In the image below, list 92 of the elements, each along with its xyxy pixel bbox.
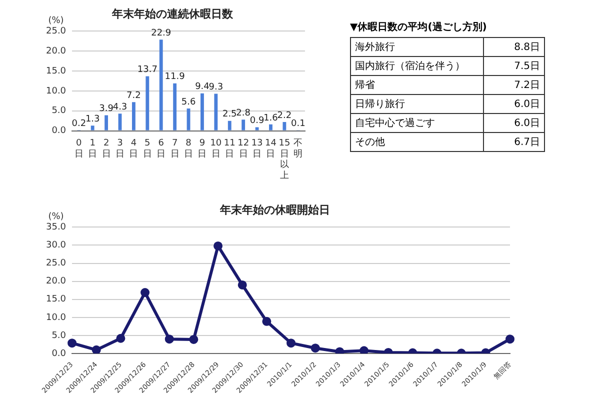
text: 7.5日: [484, 56, 544, 76]
text: ▼休暇日数の平均(過ごし方別): [350, 20, 488, 34]
x-tick-label: 5日: [142, 138, 152, 160]
text: 6.7日: [484, 132, 544, 152]
data-label: 1.6: [264, 113, 278, 124]
y-tick-label: 25.0: [46, 26, 66, 37]
text: 自宅中心で過ごす: [350, 114, 484, 132]
y-tick-label: 20.0: [46, 46, 66, 56]
point: [360, 346, 369, 354]
x-tick-label: 7日: [170, 138, 180, 160]
text: 国内旅行（宿泊を伴う）: [350, 56, 484, 76]
x-tick-label: 14日: [265, 138, 277, 160]
text: 6.0日: [484, 114, 544, 132]
x-tick-label: 0日: [74, 138, 84, 160]
bar: [132, 102, 136, 130]
data-label: 11.9: [164, 72, 186, 82]
point: [506, 334, 514, 344]
y-tick-label: 10.0: [46, 86, 66, 96]
point: [164, 334, 174, 344]
point: [335, 347, 344, 354]
point: [238, 280, 247, 290]
bar: [214, 94, 218, 130]
bar: [104, 115, 108, 130]
text: その他: [350, 132, 484, 152]
bar: [282, 122, 286, 130]
point: [262, 316, 272, 326]
text: 日帰り旅行: [350, 94, 484, 114]
point: [286, 338, 296, 348]
bar: [173, 83, 177, 130]
y-tick-label: 5.0: [52, 106, 66, 116]
y-tick-label: 0.0: [52, 126, 66, 136]
chart-title: 年末年始の連続休暇日数: [111, 7, 234, 20]
x-tick-label: 12日: [238, 138, 250, 160]
data-label: 2.8: [236, 108, 251, 118]
data-label: 3.9: [99, 104, 114, 114]
y-tick-label: 20.0: [46, 276, 66, 287]
y-tick-label: 30.0: [46, 240, 66, 251]
point: [116, 334, 126, 343]
text: 海外旅行: [350, 38, 484, 56]
point: [310, 344, 320, 353]
data-label: 2.2: [277, 110, 292, 121]
data-label: 5.6: [181, 97, 196, 108]
bar: [242, 120, 246, 130]
x-tick-label: 11日: [224, 138, 236, 160]
point: [68, 338, 77, 348]
x-tick-label: 4日: [129, 138, 138, 160]
point: [140, 288, 150, 298]
y-tick-label: 0.0: [52, 348, 66, 359]
point: [189, 334, 198, 344]
text: 7.2日: [484, 76, 544, 94]
y-tick-label: 10.0: [46, 312, 66, 323]
x-tick-label: 9日: [198, 138, 207, 160]
data-label: 7.2: [126, 90, 141, 101]
y-tick-label: 5.0: [52, 330, 66, 341]
bar: [228, 120, 232, 130]
y-tick-label: 25.0: [46, 258, 66, 269]
point: [214, 241, 223, 250]
data-label: 9.3: [208, 82, 224, 93]
text: 6.0日: [484, 94, 544, 114]
y-tick-label: 15.0: [46, 294, 66, 305]
text: 帰省: [350, 76, 484, 94]
bar: [269, 124, 272, 130]
data-label: 0.1: [290, 119, 306, 130]
y-tick-label: 35.0: [46, 222, 66, 233]
x-tick-label: 15日以上: [278, 138, 290, 181]
x-tick-label: 8日: [184, 138, 194, 160]
x-tick-label: 3日: [116, 138, 124, 160]
bar: [255, 127, 259, 130]
y-axis-title: (%): [48, 212, 64, 222]
x-tick-label: 6日: [156, 138, 166, 160]
data-label: 2.5: [222, 110, 237, 120]
y-axis-title: (%): [48, 16, 64, 26]
bar: [90, 126, 94, 130]
chart-title: 年末年始の休暇開始日: [219, 203, 330, 216]
x-tick-label: 10日: [210, 138, 222, 160]
bar: [159, 40, 163, 130]
bar: [200, 93, 204, 130]
x-tick-label: 1日: [88, 138, 98, 160]
data-label: 0.9: [250, 116, 264, 126]
data-label: 22.9: [151, 28, 172, 38]
y-tick-label: 15.0: [46, 66, 66, 76]
data-label: 4.3: [112, 102, 128, 113]
bar: [146, 76, 150, 130]
x-tick-label: 2日: [102, 138, 111, 160]
data-label: 9.4: [195, 82, 210, 92]
data-label: 13.7: [137, 65, 158, 76]
point: [92, 345, 101, 354]
data-label: 0.2: [72, 118, 86, 129]
text: 8.8日: [484, 38, 544, 56]
x-tick-label: 不明: [294, 138, 303, 160]
data-label: 1.3: [85, 114, 100, 124]
x-tick-label: 13日: [251, 138, 263, 160]
